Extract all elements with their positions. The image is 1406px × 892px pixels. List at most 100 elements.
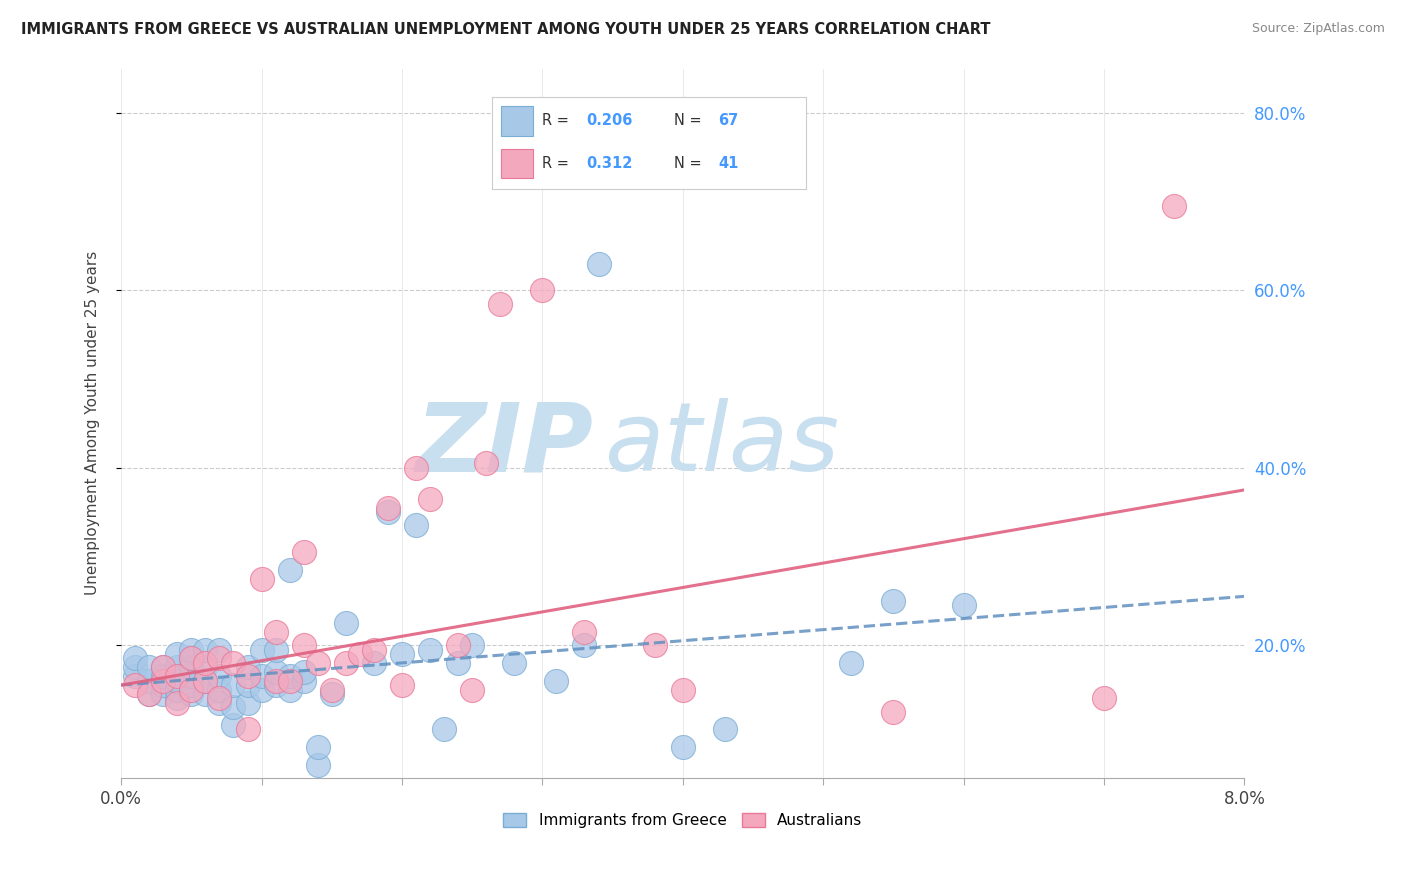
Point [166, 647, 188, 661]
Point [419, 491, 441, 506]
Point [208, 691, 231, 706]
Point [531, 283, 554, 297]
Point [208, 642, 231, 657]
Point [180, 678, 202, 692]
Point [278, 673, 301, 688]
Point [321, 687, 343, 701]
Point [264, 665, 287, 679]
Point [391, 678, 413, 692]
Point [236, 669, 259, 683]
Point [377, 505, 399, 519]
Point [124, 669, 146, 683]
Point [574, 638, 596, 652]
Point [503, 656, 526, 670]
Point [250, 682, 273, 697]
Point [138, 673, 160, 688]
Point [644, 638, 666, 652]
Point [152, 660, 174, 674]
Point [489, 296, 512, 310]
Point [208, 696, 231, 710]
Point [335, 656, 357, 670]
Point [363, 642, 385, 657]
Point [419, 642, 441, 657]
Point [222, 700, 245, 714]
Point [138, 687, 160, 701]
Point [236, 696, 259, 710]
Point [152, 687, 174, 701]
Text: IMMIGRANTS FROM GREECE VS AUSTRALIAN UNEMPLOYMENT AMONG YOUTH UNDER 25 YEARS COR: IMMIGRANTS FROM GREECE VS AUSTRALIAN UNE… [21, 22, 991, 37]
Point [882, 705, 904, 719]
Point [124, 660, 146, 674]
Point [461, 682, 484, 697]
Point [1092, 691, 1115, 706]
Point [236, 678, 259, 692]
Point [363, 656, 385, 670]
Point [166, 682, 188, 697]
Point [222, 718, 245, 732]
Point [180, 682, 202, 697]
Point [292, 638, 315, 652]
Point [208, 651, 231, 665]
Point [138, 660, 160, 674]
Point [952, 599, 974, 613]
Point [839, 656, 862, 670]
Point [335, 615, 357, 630]
Point [447, 638, 470, 652]
Point [236, 660, 259, 674]
Point [433, 723, 456, 737]
Point [152, 669, 174, 683]
Point [180, 687, 202, 701]
Point [208, 682, 231, 697]
Legend: Immigrants from Greece, Australians: Immigrants from Greece, Australians [498, 807, 869, 834]
Point [672, 682, 695, 697]
Point [264, 678, 287, 692]
Point [292, 673, 315, 688]
Point [278, 669, 301, 683]
Point [180, 669, 202, 683]
Point [166, 673, 188, 688]
Point [307, 740, 329, 755]
Point [292, 545, 315, 559]
Point [882, 594, 904, 608]
Point [194, 642, 217, 657]
Point [278, 563, 301, 577]
Point [405, 460, 427, 475]
Point [1163, 199, 1185, 213]
Point [321, 682, 343, 697]
Point [194, 673, 217, 688]
Y-axis label: Unemployment Among Youth under 25 years: Unemployment Among Youth under 25 years [86, 252, 100, 596]
Point [180, 651, 202, 665]
Point [222, 678, 245, 692]
Point [222, 656, 245, 670]
Point [264, 673, 287, 688]
Point [194, 656, 217, 670]
Text: ZIP: ZIP [415, 398, 593, 491]
Point [208, 669, 231, 683]
Point [166, 696, 188, 710]
Point [166, 660, 188, 674]
Point [124, 678, 146, 692]
Point [377, 500, 399, 515]
Point [391, 647, 413, 661]
Point [307, 758, 329, 772]
Point [349, 647, 371, 661]
Point [714, 723, 737, 737]
Point [180, 660, 202, 674]
Point [250, 642, 273, 657]
Point [250, 572, 273, 586]
Point [405, 518, 427, 533]
Point [546, 673, 568, 688]
Point [166, 691, 188, 706]
Text: atlas: atlas [605, 398, 839, 491]
Point [194, 660, 217, 674]
Point [672, 740, 695, 755]
Point [194, 673, 217, 688]
Point [264, 642, 287, 657]
Point [152, 660, 174, 674]
Text: Source: ZipAtlas.com: Source: ZipAtlas.com [1251, 22, 1385, 36]
Point [292, 665, 315, 679]
Point [588, 257, 610, 271]
Point [278, 682, 301, 697]
Point [475, 456, 498, 470]
Point [574, 624, 596, 639]
